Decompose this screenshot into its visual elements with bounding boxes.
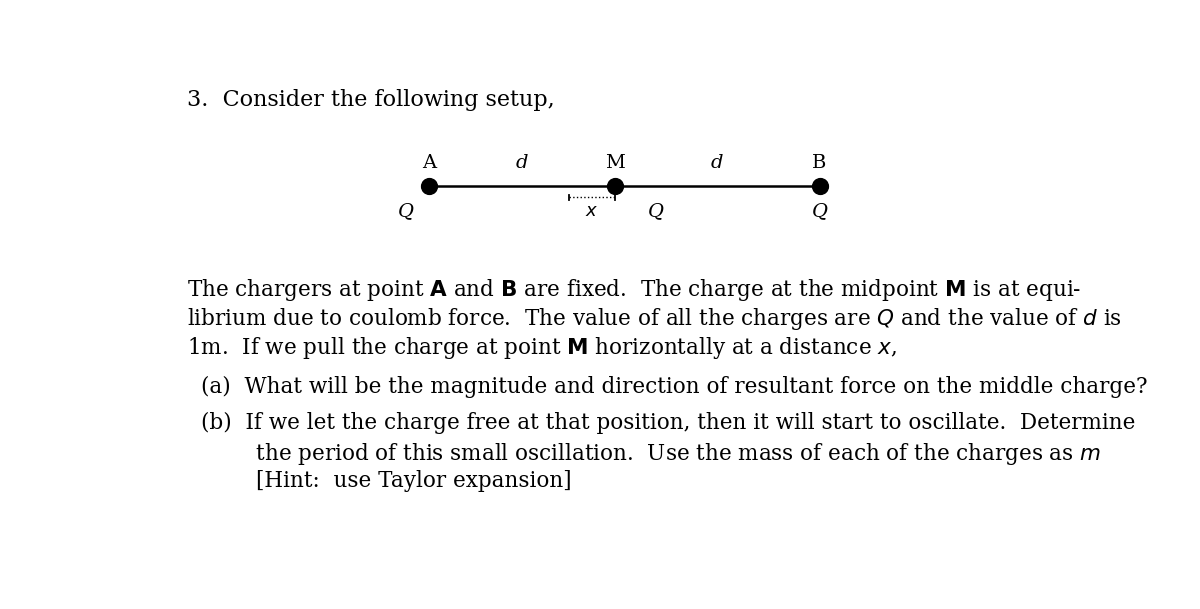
Text: Q: Q (811, 202, 828, 220)
Point (810, 181, 829, 191)
Point (606, 181, 625, 191)
Text: 3.  Consider the following setup,: 3. Consider the following setup, (187, 90, 554, 111)
Text: d: d (516, 153, 528, 172)
Text: librium due to coulomb force.  The value of all the charges are $Q$ and the valu: librium due to coulomb force. The value … (187, 306, 1122, 332)
Text: M: M (605, 153, 625, 172)
Text: The chargers at point $\mathbf{A}$ and $\mathbf{B}$ are fixed.  The charge at th: The chargers at point $\mathbf{A}$ and $… (187, 277, 1081, 303)
Text: (b)  If we let the charge free at that position, then it will start to oscillate: (b) If we let the charge free at that po… (202, 412, 1135, 434)
Text: [Hint:  use Taylor expansion]: [Hint: use Taylor expansion] (202, 470, 571, 492)
Text: the period of this small oscillation.  Use the mass of each of the charges as $m: the period of this small oscillation. Us… (202, 441, 1102, 467)
Text: B: B (812, 153, 827, 172)
Text: 1m.  If we pull the charge at point $\mathbf{M}$ horizontally at a distance $x$,: 1m. If we pull the charge at point $\mat… (187, 335, 898, 361)
Text: $x$: $x$ (586, 202, 599, 220)
Point (420, 181, 439, 191)
Text: Q: Q (648, 202, 664, 220)
Text: Q: Q (397, 202, 414, 220)
Text: (a)  What will be the magnitude and direction of resultant force on the middle c: (a) What will be the magnitude and direc… (202, 376, 1147, 398)
Text: d: d (712, 153, 724, 172)
Text: A: A (422, 153, 436, 172)
